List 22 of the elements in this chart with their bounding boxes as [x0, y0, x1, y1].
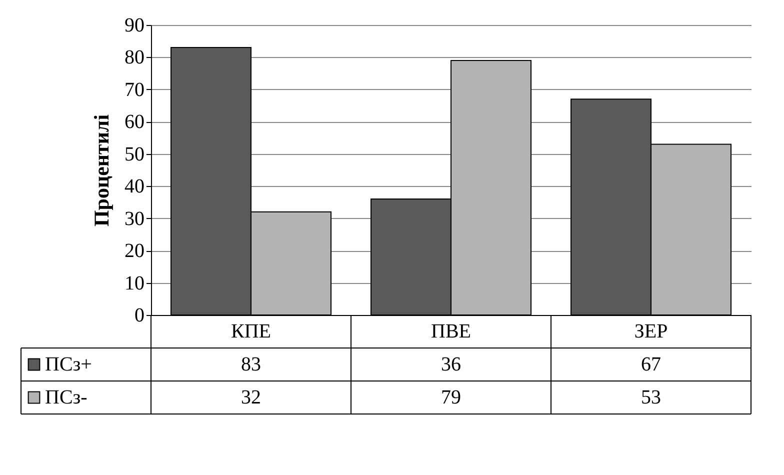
x-tick-label: КПЕ [231, 320, 271, 342]
legend-label: ПСз+ [45, 354, 92, 376]
y-tick-label: 0 [134, 304, 144, 326]
data-label: 83 [241, 354, 261, 376]
data-label: 36 [441, 354, 461, 376]
y-tick-label: 50 [124, 143, 144, 166]
y-tick-label: 30 [124, 208, 144, 230]
data-label: 32 [241, 386, 261, 408]
y-tick-label: 90 [124, 14, 144, 36]
y-axis-title: Процентилі [90, 114, 114, 227]
x-tick-label: ЗЕР [634, 320, 668, 342]
data-label: 67 [641, 354, 661, 376]
y-tick-label: 60 [124, 111, 144, 134]
x-tick-label: ПВЕ [431, 320, 471, 342]
data-label: 79 [441, 386, 461, 408]
y-tick-label: 70 [124, 78, 144, 101]
data-label: 53 [641, 386, 661, 408]
y-tick-label: 40 [124, 176, 144, 198]
y-tick-label: 10 [124, 272, 144, 294]
legend-label: ПСз- [45, 386, 88, 408]
y-tick-label: 20 [124, 240, 144, 262]
y-tick-label: 80 [124, 46, 144, 69]
